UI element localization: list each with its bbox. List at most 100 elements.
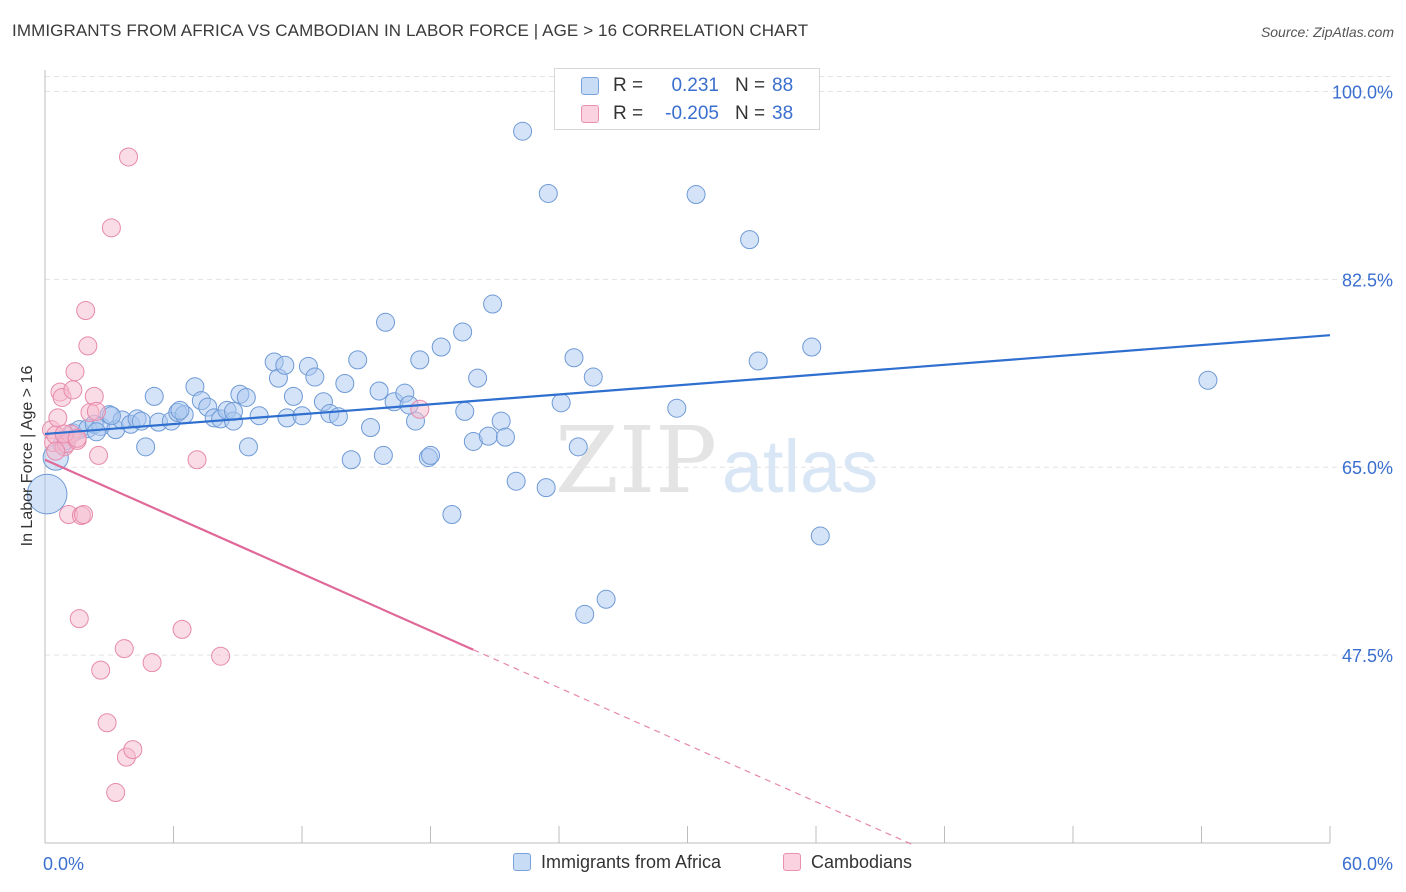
data-point-cambodia [187, 450, 207, 470]
data-point-africa [335, 373, 355, 393]
data-point-cambodia [97, 713, 117, 733]
data-point-africa [361, 418, 381, 438]
data-point-africa [305, 367, 325, 387]
data-point-africa [421, 445, 440, 465]
data-point-africa [802, 337, 822, 357]
data-point-africa [453, 322, 473, 342]
data-point-africa [596, 589, 616, 609]
data-point-cambodia [172, 619, 192, 639]
data-point-cambodia [106, 783, 126, 803]
data-point-africa [376, 312, 396, 332]
data-point-africa [136, 437, 156, 457]
bottom-legend-label-cambodia: Cambodians [811, 852, 913, 872]
data-point-africa [455, 401, 475, 421]
data-point-africa [369, 381, 389, 401]
data-point-cambodia [69, 609, 89, 629]
watermark-atlas: atlas [722, 425, 878, 508]
legend-r-label: R = [613, 75, 644, 96]
data-point-africa [513, 121, 533, 141]
data-point-africa [468, 368, 488, 388]
trend-line-africa [44, 334, 1331, 436]
data-point-africa [238, 437, 258, 457]
data-point-africa [283, 386, 303, 406]
data-point-africa [686, 185, 706, 205]
data-point-cambodia [78, 336, 98, 356]
data-point-cambodia [86, 401, 106, 421]
data-point-africa [748, 351, 768, 371]
source-label: Source: ZipAtlas.com [1260, 24, 1394, 40]
data-point-cambodia [119, 147, 139, 167]
bottom-legend-africa: Immigrants from Africa [513, 852, 721, 876]
trend-line-extension-cambodia [473, 649, 913, 846]
data-point-cambodia [65, 362, 85, 382]
data-point-africa [223, 401, 243, 421]
data-point-africa [249, 406, 269, 426]
data-point-cambodia [410, 399, 430, 419]
data-point-cambodia [89, 445, 109, 465]
trend-line-cambodia [44, 458, 474, 651]
data-point-africa [275, 355, 295, 375]
data-point-africa [26, 473, 68, 515]
data-point-africa [144, 386, 164, 406]
y-tick-label: 100.0% [1332, 82, 1393, 102]
legend-r-label: R = [613, 103, 644, 124]
data-point-africa [410, 350, 430, 370]
data-point-africa [170, 400, 190, 420]
data-point-africa [740, 230, 760, 250]
data-point-cambodia [114, 639, 134, 659]
legend-swatch-cambodia [581, 105, 599, 123]
data-point-africa [551, 393, 571, 413]
y-tick-label: 65.0% [1342, 458, 1393, 478]
data-point-cambodia [74, 504, 94, 524]
data-point-africa [564, 348, 584, 368]
data-point-cambodia [76, 300, 96, 320]
watermark-zip: ZIP [555, 407, 717, 514]
data-point-africa [495, 427, 515, 447]
data-point-africa [536, 478, 556, 498]
data-point-africa [491, 411, 511, 431]
legend-n-value: 38 [772, 103, 794, 124]
legend-n-label: N = [735, 103, 766, 124]
y-tick-label: 82.5% [1342, 270, 1393, 290]
data-point-africa [506, 471, 526, 491]
data-point-cambodia [123, 740, 143, 760]
data-point-africa [341, 450, 361, 470]
data-point-africa [373, 445, 393, 465]
bottom-legend-swatch-cambodia [783, 853, 801, 871]
data-point-africa [442, 504, 462, 524]
data-point-africa [568, 437, 588, 457]
data-point-cambodia [48, 408, 68, 428]
legend-n-value: 88 [772, 75, 794, 96]
y-axis-label: In Labor Force | Age > 16 [19, 365, 36, 547]
data-point-africa [583, 367, 603, 387]
data-point-africa [348, 350, 368, 370]
bottom-legend-cambodia: Cambodians [783, 852, 912, 876]
data-point-cambodia [91, 660, 111, 680]
data-point-africa [86, 422, 106, 442]
legend-swatch-africa [581, 77, 599, 95]
bottom-legend-label-africa: Immigrants from Africa [541, 852, 722, 872]
x-tick-label: 60.0% [1342, 854, 1393, 874]
y-tick-label: 47.5% [1342, 646, 1393, 666]
data-point-cambodia [46, 441, 66, 461]
data-point-africa [1198, 370, 1218, 390]
data-point-cambodia [101, 218, 121, 238]
legend-r-value: 0.231 [671, 75, 719, 96]
legend-r-value: -0.205 [665, 103, 719, 124]
data-point-cambodia [142, 653, 162, 673]
data-point-africa [236, 387, 256, 407]
data-point-cambodia [67, 428, 87, 448]
correlation-legend: R = 0.231 N = 88 R = -0.205 N = 38 [554, 68, 820, 130]
data-point-cambodia [63, 380, 83, 400]
data-point-cambodia [211, 646, 231, 666]
data-point-africa [810, 526, 830, 546]
chart-title: IMMIGRANTS FROM AFRICA VS CAMBODIAN IN L… [12, 21, 809, 40]
data-point-africa [575, 604, 595, 624]
data-point-africa [478, 426, 498, 446]
data-point-africa [538, 183, 558, 203]
data-point-africa [667, 398, 687, 418]
bottom-legend-swatch-africa [513, 853, 531, 871]
legend-n-label: N = [735, 75, 766, 96]
x-tick-label: 0.0% [43, 854, 84, 874]
